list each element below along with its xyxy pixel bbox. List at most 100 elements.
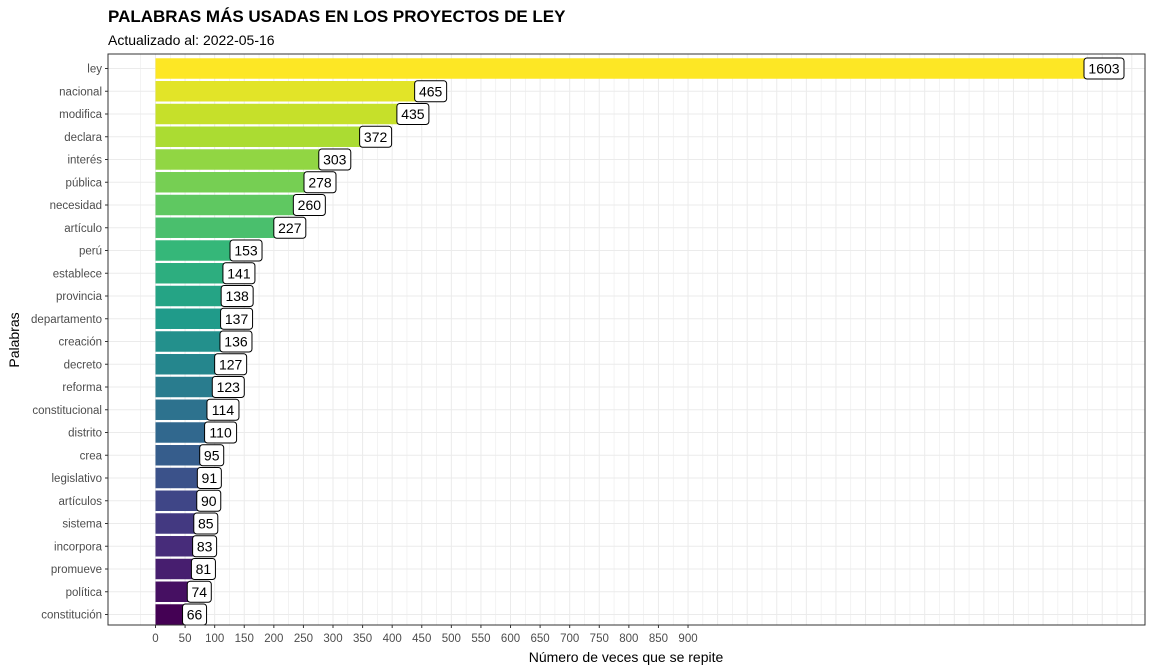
data-label-box — [196, 489, 222, 512]
y-axis-title: Palabras — [6, 312, 22, 367]
chart-subtitle: Actualizado al: 2022-05-16 — [108, 32, 275, 48]
data-label-declara: 372 — [359, 125, 393, 148]
x-tick-label: 200 — [264, 633, 283, 645]
data-label-establece: 141 — [222, 262, 256, 285]
bar-modifica — [155, 103, 413, 125]
bar-legislativo — [155, 467, 210, 489]
y-tick-label: artículo — [64, 223, 102, 235]
data-label-text: 303 — [323, 152, 347, 168]
x-tick-label: 750 — [590, 633, 609, 645]
data-label-text: 110 — [209, 425, 232, 441]
data-label-text: 153 — [234, 243, 258, 259]
y-tick-label: creación — [59, 337, 102, 349]
data-label-text: 372 — [364, 129, 388, 145]
y-tick-label: distrito — [68, 428, 102, 440]
bar-declara — [155, 126, 376, 147]
data-label-sistema: 85 — [193, 512, 219, 535]
data-label-departamento: 137 — [220, 307, 254, 330]
x-tick-label: 250 — [294, 633, 313, 645]
data-label-text: 81 — [196, 561, 212, 577]
y-tick-label: perú — [79, 246, 102, 258]
data-label-text: 227 — [278, 220, 302, 236]
data-label-decreto: 127 — [214, 353, 248, 376]
data-label-box — [220, 307, 254, 330]
data-labels: 1603 465 435 372 303 278 260 227 153 141 138 137 136… — [182, 57, 1125, 626]
data-label-reforma: 123 — [211, 376, 245, 398]
x-tick-label: 300 — [323, 633, 342, 645]
y-tick-label: declara — [64, 132, 102, 144]
x-tick-label: 650 — [531, 633, 550, 645]
data-label-box — [199, 444, 225, 467]
y-tick-label: legislativo — [52, 473, 103, 485]
data-label-interés: 303 — [318, 148, 352, 171]
data-label-box — [414, 80, 448, 103]
y-tick-label: pública — [66, 177, 103, 189]
data-label-box — [190, 558, 216, 580]
bar-necesidad — [155, 194, 310, 216]
y-tick-label: necesidad — [50, 200, 102, 212]
data-label-text: 138 — [225, 288, 249, 304]
x-tick-label: 0 — [152, 633, 158, 645]
data-label-box — [1083, 57, 1125, 80]
y-tick-label: sistema — [62, 519, 102, 531]
data-label-text: 435 — [401, 106, 425, 122]
y-tick-label: provincia — [56, 291, 103, 303]
data-label-promueve: 81 — [190, 558, 216, 580]
x-tick-label: 50 — [179, 633, 192, 645]
data-label-text: 91 — [202, 470, 218, 486]
data-label-text: 127 — [219, 356, 243, 372]
data-label-box — [229, 239, 263, 262]
data-label-constitución: 66 — [182, 603, 208, 626]
data-label-text: 85 — [198, 516, 214, 532]
bar-artículo — [155, 217, 290, 238]
plot-panel — [108, 54, 1145, 625]
bar-perú — [155, 240, 247, 261]
bar-sistema — [155, 513, 206, 534]
x-tick-label: 150 — [235, 633, 254, 645]
data-label-box — [220, 285, 254, 307]
x-axis: 0 50 100 150 200 250 300 350 400 450 500 550 600 650 7… — [152, 625, 698, 645]
x-tick-label: 350 — [353, 633, 372, 645]
data-label-creación: 136 — [219, 330, 253, 353]
data-label-ley: 1603 — [1083, 57, 1125, 80]
data-label-box — [222, 262, 256, 285]
bar-interés — [155, 149, 335, 170]
x-tick-label: 500 — [442, 633, 461, 645]
grid-lines — [108, 54, 1145, 625]
x-axis-title: Número de veces que se repite — [529, 649, 724, 665]
y-tick-label: constitución — [41, 610, 102, 622]
y-tick-label: reforma — [62, 382, 102, 394]
x-tick-label: 400 — [383, 633, 402, 645]
data-label-artículos: 90 — [196, 489, 222, 512]
data-label-box — [303, 171, 337, 194]
data-label-box — [396, 103, 430, 125]
y-tick-label: decreto — [64, 359, 102, 371]
x-tick-label: 550 — [471, 633, 490, 645]
data-label-text: 465 — [419, 83, 443, 99]
bar-provincia — [155, 285, 238, 307]
y-tick-label: crea — [80, 450, 103, 462]
x-tick-label: 600 — [501, 633, 520, 645]
data-label-perú: 153 — [229, 239, 263, 262]
x-tick-label: 100 — [205, 633, 224, 645]
data-label-text: 260 — [298, 197, 322, 213]
bar-artículos — [155, 490, 209, 511]
data-label-box — [192, 535, 218, 558]
data-label-box — [204, 421, 238, 444]
y-tick-label: nacional — [59, 86, 102, 98]
data-label-text: 137 — [225, 311, 249, 327]
data-label-text: 114 — [212, 402, 235, 418]
bar-crea — [155, 445, 212, 466]
x-tick-label: 700 — [560, 633, 579, 645]
y-tick-label: modifica — [59, 109, 102, 121]
y-tick-label: incorpora — [54, 541, 103, 553]
data-label-text: 1603 — [1088, 61, 1119, 77]
bar-establece — [155, 263, 239, 284]
y-tick-label: establece — [53, 268, 102, 280]
data-label-box — [292, 194, 326, 216]
data-label-box — [318, 148, 352, 171]
data-label-crea: 95 — [199, 444, 225, 467]
data-label-distrito: 110 — [204, 421, 238, 444]
bar-departamento — [155, 308, 237, 329]
y-tick-label: constitucional — [32, 405, 102, 417]
